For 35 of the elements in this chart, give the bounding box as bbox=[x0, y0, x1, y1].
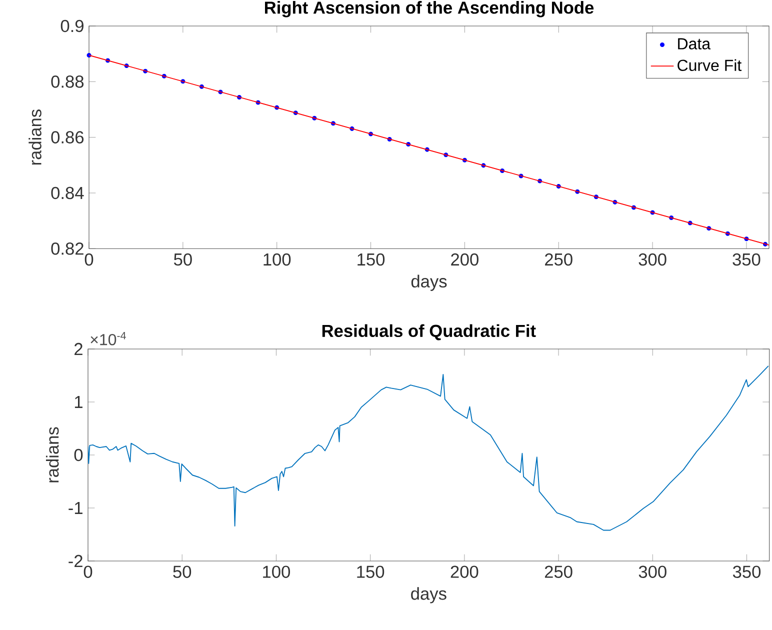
y-axis-title: radians bbox=[28, 110, 42, 165]
y-tick-label: 1 bbox=[74, 396, 82, 408]
x-tick-label: 0 bbox=[84, 566, 92, 578]
y-tick-label: 2 bbox=[74, 342, 82, 356]
x-tick-label: 300 bbox=[638, 566, 666, 578]
y-tick-label: 0 bbox=[74, 448, 83, 462]
y-tick-label: 0.9 bbox=[60, 20, 84, 32]
x-tick-label: 250 bbox=[545, 253, 572, 266]
x-tick-label: 150 bbox=[358, 253, 385, 266]
x-tick-label: 350 bbox=[732, 566, 761, 578]
x-tick-label: 350 bbox=[732, 253, 760, 266]
x-tick-label: 50 bbox=[174, 253, 192, 266]
y-axis-title: radians bbox=[46, 427, 59, 482]
y-tick-label: 0.82 bbox=[51, 242, 84, 255]
x-tick-label: 200 bbox=[450, 566, 478, 578]
x-tick-label: 0 bbox=[84, 253, 94, 266]
x-axis-title: days bbox=[411, 587, 446, 604]
chart-title: Right Ascension of the Ascending Node bbox=[264, 1, 594, 18]
x-axis-title: days bbox=[411, 274, 447, 291]
x-tick-label: 100 bbox=[264, 253, 291, 266]
legend-label: Curve Fit bbox=[678, 59, 742, 72]
x-tick-label: 100 bbox=[263, 566, 290, 578]
y-tick-label: 0.84 bbox=[51, 186, 84, 200]
y-tick-label: -1 bbox=[68, 502, 82, 514]
legend-label: Data bbox=[678, 38, 711, 50]
x-tick-label: 50 bbox=[173, 566, 192, 578]
x-tick-label: 150 bbox=[357, 566, 384, 578]
x-tick-label: 200 bbox=[451, 253, 478, 266]
x-tick-label: 300 bbox=[638, 253, 666, 266]
chart-title: Residuals of Quadratic Fit bbox=[322, 324, 536, 340]
y-tick-label: 0.88 bbox=[51, 76, 84, 88]
y-tick-label: 0.86 bbox=[51, 131, 84, 144]
text: ×10$^{-4}$ bbox=[90, 332, 126, 346]
y-tick-label: -2 bbox=[68, 554, 82, 568]
x-tick-label: 250 bbox=[544, 566, 572, 578]
